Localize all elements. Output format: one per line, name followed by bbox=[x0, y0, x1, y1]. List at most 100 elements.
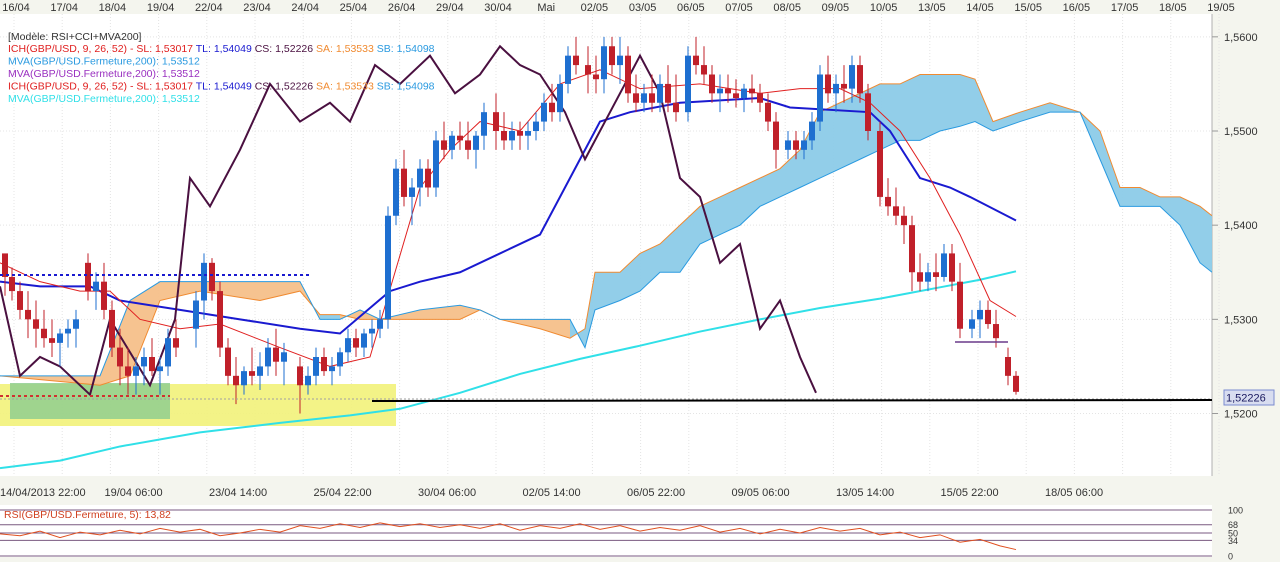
candle-body bbox=[305, 375, 311, 386]
candle bbox=[517, 121, 523, 150]
candle-body bbox=[617, 55, 623, 66]
candle-body bbox=[225, 347, 231, 376]
candle bbox=[765, 93, 771, 131]
candle-body bbox=[125, 366, 131, 376]
candle bbox=[733, 79, 739, 108]
candle-body bbox=[337, 352, 343, 367]
candle-body bbox=[573, 55, 579, 66]
candle bbox=[601, 36, 607, 94]
zones bbox=[0, 383, 396, 426]
bottom-date-label: 23/04 14:00 bbox=[209, 487, 267, 499]
candle-body bbox=[417, 168, 423, 188]
candle bbox=[725, 74, 731, 103]
candle bbox=[741, 83, 747, 113]
candle-body bbox=[517, 131, 523, 136]
legend-row: MVA(GBP/USD.Fermeture,200): 1,53512 bbox=[8, 68, 200, 80]
candle bbox=[165, 328, 171, 376]
top-date-label: 08/05 bbox=[773, 2, 801, 14]
candle bbox=[525, 121, 531, 150]
candle-body bbox=[209, 262, 215, 292]
legend-part: CS: 1,52226 bbox=[252, 81, 313, 93]
candle-body bbox=[217, 291, 223, 348]
candle-body bbox=[773, 121, 779, 150]
top-date-label: 26/04 bbox=[388, 2, 416, 14]
candle bbox=[313, 347, 319, 386]
candle-body bbox=[313, 357, 319, 376]
candle bbox=[665, 65, 671, 113]
candle bbox=[709, 65, 715, 103]
candle-body bbox=[785, 140, 791, 150]
candle-body bbox=[793, 140, 799, 150]
candle-body bbox=[741, 88, 747, 99]
legend-part: TL: 1,54049 bbox=[193, 81, 252, 93]
candle-body bbox=[473, 135, 479, 150]
top-date-label: 15/05 bbox=[1014, 2, 1042, 14]
candle bbox=[385, 206, 391, 329]
kumo-segment bbox=[160, 281, 200, 301]
kijun-sen-line bbox=[0, 97, 1017, 335]
candle-body bbox=[193, 300, 199, 329]
candle-body bbox=[841, 83, 847, 89]
candle bbox=[565, 46, 571, 94]
candle bbox=[273, 328, 279, 376]
candle-body bbox=[977, 309, 983, 320]
candle-body bbox=[877, 131, 883, 197]
candle bbox=[305, 366, 311, 395]
candle bbox=[369, 319, 375, 348]
candle-body bbox=[685, 55, 691, 113]
candle-body bbox=[109, 309, 115, 348]
kumo-segment bbox=[720, 187, 740, 235]
kumo-segment bbox=[993, 112, 1020, 131]
rsi-axis-label: 34 bbox=[1228, 536, 1238, 546]
candle bbox=[329, 357, 335, 386]
candle bbox=[585, 46, 591, 94]
candle bbox=[117, 328, 123, 386]
bottom-date-label: 25/04 22:00 bbox=[314, 487, 372, 499]
candle bbox=[249, 347, 255, 386]
candle-body bbox=[885, 196, 891, 207]
candle bbox=[809, 112, 815, 150]
candle bbox=[101, 262, 107, 320]
support-zone-green bbox=[10, 383, 170, 419]
candle-body bbox=[157, 366, 163, 372]
candle bbox=[701, 46, 707, 84]
candle bbox=[109, 300, 115, 357]
kumo-segment bbox=[975, 79, 993, 131]
candle-body bbox=[909, 225, 915, 273]
top-date-label: 07/05 bbox=[725, 2, 753, 14]
candle-body bbox=[825, 74, 831, 94]
rsi-line bbox=[0, 522, 1017, 551]
last-price-value: 1,52226 bbox=[1226, 393, 1266, 405]
legend-part: SB: 1,54098 bbox=[374, 43, 435, 55]
bottom-date-label: 13/05 14:00 bbox=[836, 487, 894, 499]
candle-body bbox=[941, 253, 947, 277]
candle bbox=[41, 309, 47, 348]
bottom-date-label: 09/05 06:00 bbox=[732, 487, 790, 499]
candle-body bbox=[409, 187, 415, 197]
legend-part: SB: 1,54098 bbox=[374, 81, 435, 93]
kumo-segment bbox=[1180, 196, 1200, 263]
top-date-label: 03/05 bbox=[629, 2, 657, 14]
candle-body bbox=[481, 112, 487, 136]
candle-body bbox=[757, 93, 763, 103]
top-date-label: 14/05 bbox=[966, 2, 994, 14]
horizontal-level-line bbox=[371, 399, 1212, 402]
candle-body bbox=[749, 88, 755, 94]
candle bbox=[609, 36, 615, 75]
candle-body bbox=[433, 140, 439, 188]
candle bbox=[685, 46, 691, 122]
candle-body bbox=[329, 366, 335, 372]
candle-body bbox=[457, 135, 463, 141]
candle bbox=[641, 83, 647, 113]
model-label: [Modèle: RSI+CCI+MVA200] bbox=[8, 31, 142, 43]
kumo-segment bbox=[1020, 102, 1050, 122]
senkou-a-line bbox=[0, 74, 1212, 386]
candle bbox=[785, 131, 791, 160]
candle-body bbox=[361, 333, 367, 348]
candle-body bbox=[717, 88, 723, 94]
candle-body bbox=[641, 93, 647, 103]
candle-body bbox=[565, 55, 571, 84]
candle bbox=[353, 328, 359, 357]
legend-part: MVA(GBP/USD.Fermeture,200): 1,53512 bbox=[8, 56, 200, 68]
